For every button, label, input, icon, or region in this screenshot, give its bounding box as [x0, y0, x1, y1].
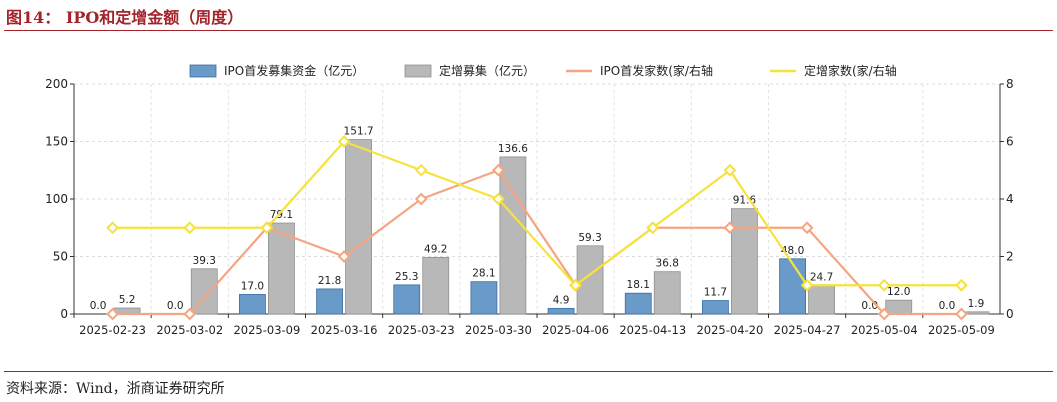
right-tick-label: 0 — [1006, 307, 1014, 321]
x-tick-label: 2025-02-23 — [79, 323, 146, 337]
bar — [624, 292, 652, 315]
line-point — [106, 307, 119, 321]
line-point — [955, 278, 968, 292]
combo-chart: 0 50 100 150 200 0 2 4 6 8 2025-02-23 2025-03-02 202… — [45, 63, 1014, 337]
line-point — [414, 192, 428, 206]
bar — [702, 300, 729, 315]
legend-entry: 定增家数(家/右轴 — [804, 63, 897, 78]
line-point — [877, 278, 891, 292]
x-tick-label: 2025-04-27 — [774, 323, 841, 337]
x-tick-label: 2025-05-04 — [851, 323, 918, 337]
footer-divider — [4, 371, 1053, 372]
bar-data-label: 5.2 — [119, 294, 136, 306]
bar-data-label: 0.0 — [861, 300, 878, 312]
bar-data-label: 0.0 — [90, 300, 107, 312]
bar-data-label: 151.7 — [344, 126, 374, 138]
bar — [393, 284, 421, 315]
x-tick-label: 2025-04-20 — [696, 323, 763, 337]
bar-data-label: 1.9 — [968, 298, 985, 310]
bar — [779, 258, 806, 315]
bar — [731, 208, 758, 315]
x-tick-label: 2025-03-23 — [388, 323, 455, 337]
bar-data-label: 11.7 — [704, 287, 727, 299]
source-note: 资料来源：Wind，浙商证券研究所 — [6, 381, 225, 397]
bar — [268, 222, 295, 315]
bar-data-label: 59.3 — [578, 232, 601, 244]
title-divider — [4, 30, 1053, 31]
line-point — [183, 307, 197, 321]
right-tick-label: 6 — [1006, 135, 1014, 149]
line-point — [723, 163, 737, 177]
bar-data-label: 136.6 — [498, 143, 528, 155]
x-tick-label: 2025-05-09 — [928, 323, 995, 337]
left-tick-label: 150 — [45, 135, 68, 149]
bar-data-label: 17.0 — [241, 280, 264, 292]
line-point — [955, 307, 968, 321]
line-point — [337, 250, 351, 263]
bar-data-label: 91.6 — [733, 195, 757, 207]
bar-data-label: 25.3 — [395, 271, 418, 283]
line-point — [260, 221, 274, 235]
line-point — [569, 278, 582, 292]
bar — [316, 288, 343, 315]
series-line — [112, 169, 962, 316]
legend-entry: IPO首发募集资金（亿元） — [224, 63, 364, 78]
x-tick-label: 2025-04-06 — [542, 323, 609, 337]
bar — [499, 156, 527, 315]
line-point — [492, 192, 505, 206]
left-tick-label: 0 — [60, 307, 68, 321]
bar — [885, 299, 913, 315]
line-point — [414, 163, 428, 177]
left-tick-label: 50 — [53, 250, 68, 264]
bar-data-label: 28.1 — [472, 268, 495, 280]
bar — [808, 285, 835, 315]
x-tick-label: 2025-03-02 — [156, 323, 223, 337]
bar — [345, 139, 372, 315]
bar-data-label: 4.9 — [553, 294, 570, 306]
line-point — [646, 221, 660, 235]
bar — [422, 257, 450, 315]
right-tick-label: 4 — [1006, 192, 1014, 206]
bar — [547, 307, 575, 315]
legend-entry: IPO首发家数(家/右轴 — [600, 63, 713, 78]
bar-data-label: 0.0 — [167, 300, 184, 312]
bar-data-label: 39.3 — [193, 255, 216, 267]
legend-swatch — [189, 64, 217, 78]
series-line — [112, 140, 962, 287]
bar-data-label: 24.7 — [810, 272, 833, 284]
right-tick-label: 8 — [1006, 77, 1014, 91]
bar — [470, 281, 498, 315]
bar-data-label: 36.8 — [656, 258, 679, 270]
x-tick-label: 2025-03-09 — [233, 323, 300, 337]
bar-data-label: 12.0 — [887, 286, 910, 298]
bar-data-label: 48.0 — [781, 245, 804, 257]
legend-swatch — [404, 64, 432, 78]
line-point — [106, 221, 119, 235]
line-point — [877, 307, 891, 321]
left-tick-label: 100 — [45, 192, 68, 206]
x-tick-label: 2025-03-30 — [465, 323, 532, 337]
bar — [653, 271, 681, 315]
line-point — [800, 221, 814, 235]
x-tick-label: 2025-03-16 — [311, 323, 378, 337]
line-point — [183, 221, 197, 235]
bar-data-label: 21.8 — [318, 275, 341, 287]
right-tick-label: 2 — [1006, 250, 1014, 264]
bar-data-label: 49.2 — [424, 243, 447, 255]
line-point — [800, 278, 814, 292]
line-point — [337, 135, 351, 148]
line-point — [723, 221, 737, 235]
line-point — [492, 163, 505, 177]
x-tick-label: 2025-04-13 — [619, 323, 686, 337]
bar-data-label: 18.1 — [627, 279, 650, 291]
left-tick-label: 200 — [45, 77, 68, 91]
chart-title: 图14： IPO和定增金额（周度） — [6, 8, 244, 27]
legend-entry: 定增募集（亿元） — [439, 63, 535, 78]
bar-data-label: 0.0 — [939, 300, 956, 312]
bar — [239, 294, 266, 315]
